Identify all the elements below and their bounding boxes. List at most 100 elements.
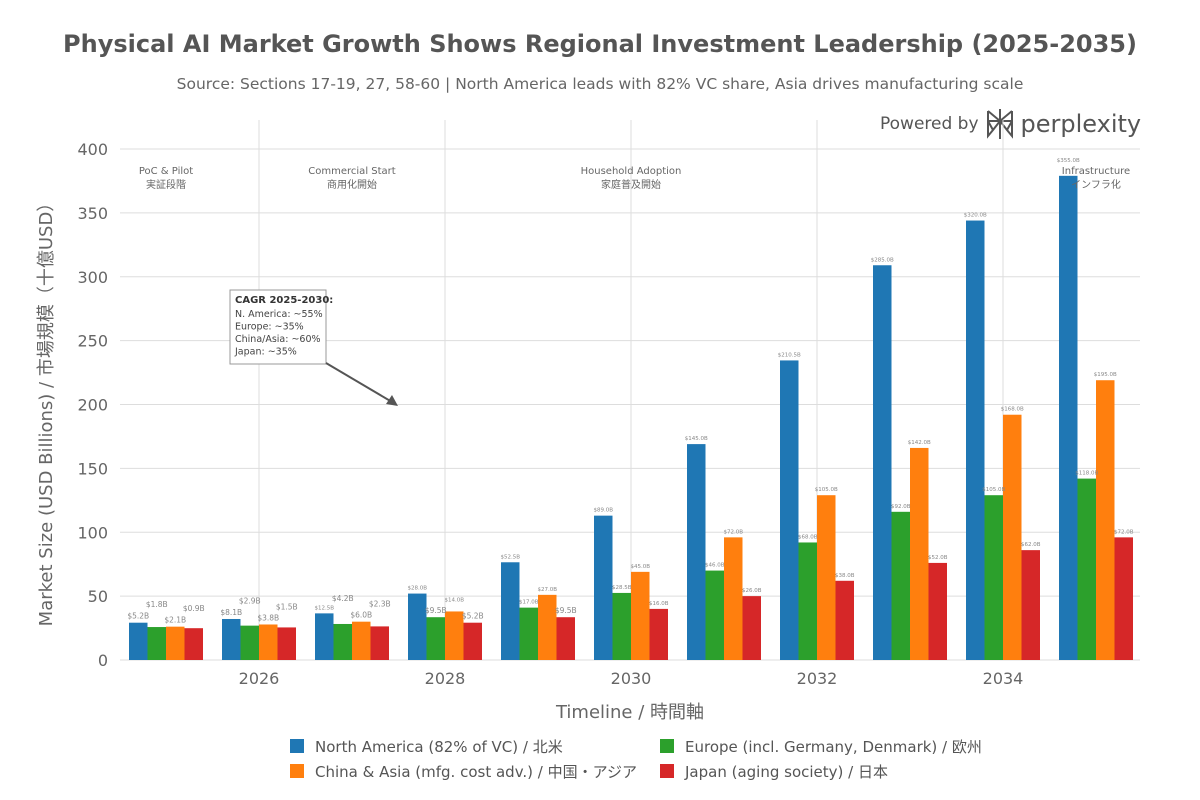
bar-2028-s3 xyxy=(463,622,482,660)
bar-2033-s1 xyxy=(891,511,910,660)
y-tick-label: 350 xyxy=(77,204,108,223)
bar-2030-s1 xyxy=(612,592,631,660)
data-label: $2.9B xyxy=(239,597,261,606)
legend-swatch xyxy=(660,739,674,753)
bar-2029-s0 xyxy=(501,562,520,660)
data-label: $72.0B xyxy=(723,529,743,535)
x-tick-label: 2032 xyxy=(797,669,838,688)
data-label: $145.0B xyxy=(685,436,708,442)
phase-label-ja: 商用化開始 xyxy=(327,178,377,191)
bar-2026-s2 xyxy=(259,624,278,660)
phase-label-en: Household Adoption xyxy=(581,166,682,177)
data-label: $142.0B xyxy=(908,440,931,446)
data-label: $105.0B xyxy=(815,487,838,493)
annotation-line: N. America: ~55% xyxy=(235,309,323,320)
data-label: $195.0B xyxy=(1094,372,1117,378)
phase-label-ja: 家庭普及開始 xyxy=(601,178,661,191)
bar-2035-s1 xyxy=(1077,478,1096,660)
bar-2025-s0 xyxy=(129,622,148,660)
bar-2035-s2 xyxy=(1096,380,1115,660)
data-label: $9.5B xyxy=(425,606,447,615)
bar-2028-s1 xyxy=(426,617,445,660)
bar-2029-s2 xyxy=(538,594,557,660)
data-label: $26.0B xyxy=(742,588,762,594)
data-label: $17.0B xyxy=(519,600,539,606)
bar-2027-s2 xyxy=(352,621,371,660)
powered-by-logo: Powered by perplexity xyxy=(880,108,1141,140)
y-tick-label: 100 xyxy=(77,523,108,542)
legend-label: Europe (incl. Germany, Denmark) / 欧州 xyxy=(685,738,982,756)
perplexity-brand-text: perplexity xyxy=(1020,110,1142,138)
annotation-line: Europe: ~35% xyxy=(235,322,304,333)
data-label: $45.0B xyxy=(630,564,650,570)
y-axis-title: Market Size (USD Billions) / 市場規模（十億USD） xyxy=(36,194,57,627)
bar-2031-s2 xyxy=(724,537,743,660)
data-label: $52.5B xyxy=(500,554,520,560)
x-tick-label: 2026 xyxy=(239,669,280,688)
annotation-line: Japan: ~35% xyxy=(234,347,297,358)
bar-2032-s2 xyxy=(817,495,836,660)
data-label: $52.0B xyxy=(928,555,948,561)
arrowhead-icon xyxy=(386,395,398,406)
bar-2025-s3 xyxy=(184,628,203,660)
y-tick-label: 300 xyxy=(77,268,108,287)
data-label: $168.0B xyxy=(1001,407,1024,413)
bar-2033-s0 xyxy=(873,265,892,660)
data-label: $9.5B xyxy=(555,606,577,615)
bar-2034-s1 xyxy=(984,495,1003,660)
bar-2033-s3 xyxy=(928,562,947,660)
bar-2029-s1 xyxy=(519,607,538,660)
data-label: $46.0B xyxy=(705,563,725,569)
y-tick-label: 400 xyxy=(77,140,108,159)
phase-label-en: Commercial Start xyxy=(308,166,395,177)
x-tick-label: 2030 xyxy=(611,669,652,688)
annotation-box xyxy=(229,289,327,365)
data-label: $105.0B xyxy=(982,487,1005,493)
bar-2034-s0 xyxy=(966,220,985,661)
bar-2028-s0 xyxy=(408,593,427,660)
bar-2032-s0 xyxy=(780,360,799,660)
bar-2031-s3 xyxy=(742,596,761,660)
phase-label-en: Infrastructure xyxy=(1062,166,1130,177)
data-label: $210.5B xyxy=(778,352,801,358)
data-label: $28.0B xyxy=(407,586,427,592)
bar-2026-s1 xyxy=(240,625,259,660)
bar-2030-s0 xyxy=(594,515,613,660)
data-label: $5.2B xyxy=(462,612,484,621)
bar-2030-s3 xyxy=(649,608,668,660)
perplexity-logo-icon xyxy=(986,109,1013,139)
phase-label-en: PoC & Pilot xyxy=(139,166,193,177)
annotation-line: China/Asia: ~60% xyxy=(235,334,321,345)
bar-2033-s2 xyxy=(910,447,929,660)
legend-label: North America (82% of VC) / 北米 xyxy=(315,738,563,756)
chart-subtitle: Source: Sections 17-19, 27, 58-60 | Nort… xyxy=(176,75,1024,93)
legend-label: China & Asia (mfg. cost adv.) / 中国・アジア xyxy=(315,763,637,781)
phase-label-ja: 実証段階 xyxy=(146,178,186,191)
bar-2030-s2 xyxy=(631,571,650,660)
bar-2034-s3 xyxy=(1021,550,1040,660)
bar-2035-s3 xyxy=(1114,537,1133,660)
legend-swatch xyxy=(290,764,304,778)
legend-label: Japan (aging society) / 日本 xyxy=(684,763,888,781)
data-label: $3.8B xyxy=(257,613,279,622)
data-label: $5.2B xyxy=(127,612,149,621)
data-label: $285.0B xyxy=(871,257,894,263)
data-label: $320.0B xyxy=(964,213,987,219)
data-label: $118.0B xyxy=(1075,471,1098,477)
bar-2025-s1 xyxy=(147,627,166,660)
bar-2028-s2 xyxy=(445,611,464,660)
data-label: $1.5B xyxy=(276,602,298,611)
data-label: $27.0B xyxy=(537,587,557,593)
data-label: $16.0B xyxy=(649,601,669,607)
chart-title: Physical AI Market Growth Shows Regional… xyxy=(63,30,1137,58)
data-label: $92.0B xyxy=(891,504,911,510)
data-label: $12.5B xyxy=(314,605,334,611)
bar-2025-s2 xyxy=(166,626,185,660)
annotation-arrow xyxy=(325,362,393,403)
phase-label-ja: インフラ化 xyxy=(1071,178,1121,191)
x-axis-title: Timeline / 時間軸 xyxy=(555,702,704,723)
bar-2035-s0 xyxy=(1059,175,1078,660)
bar-2027-s0 xyxy=(315,613,334,660)
data-label: $2.3B xyxy=(369,599,391,608)
